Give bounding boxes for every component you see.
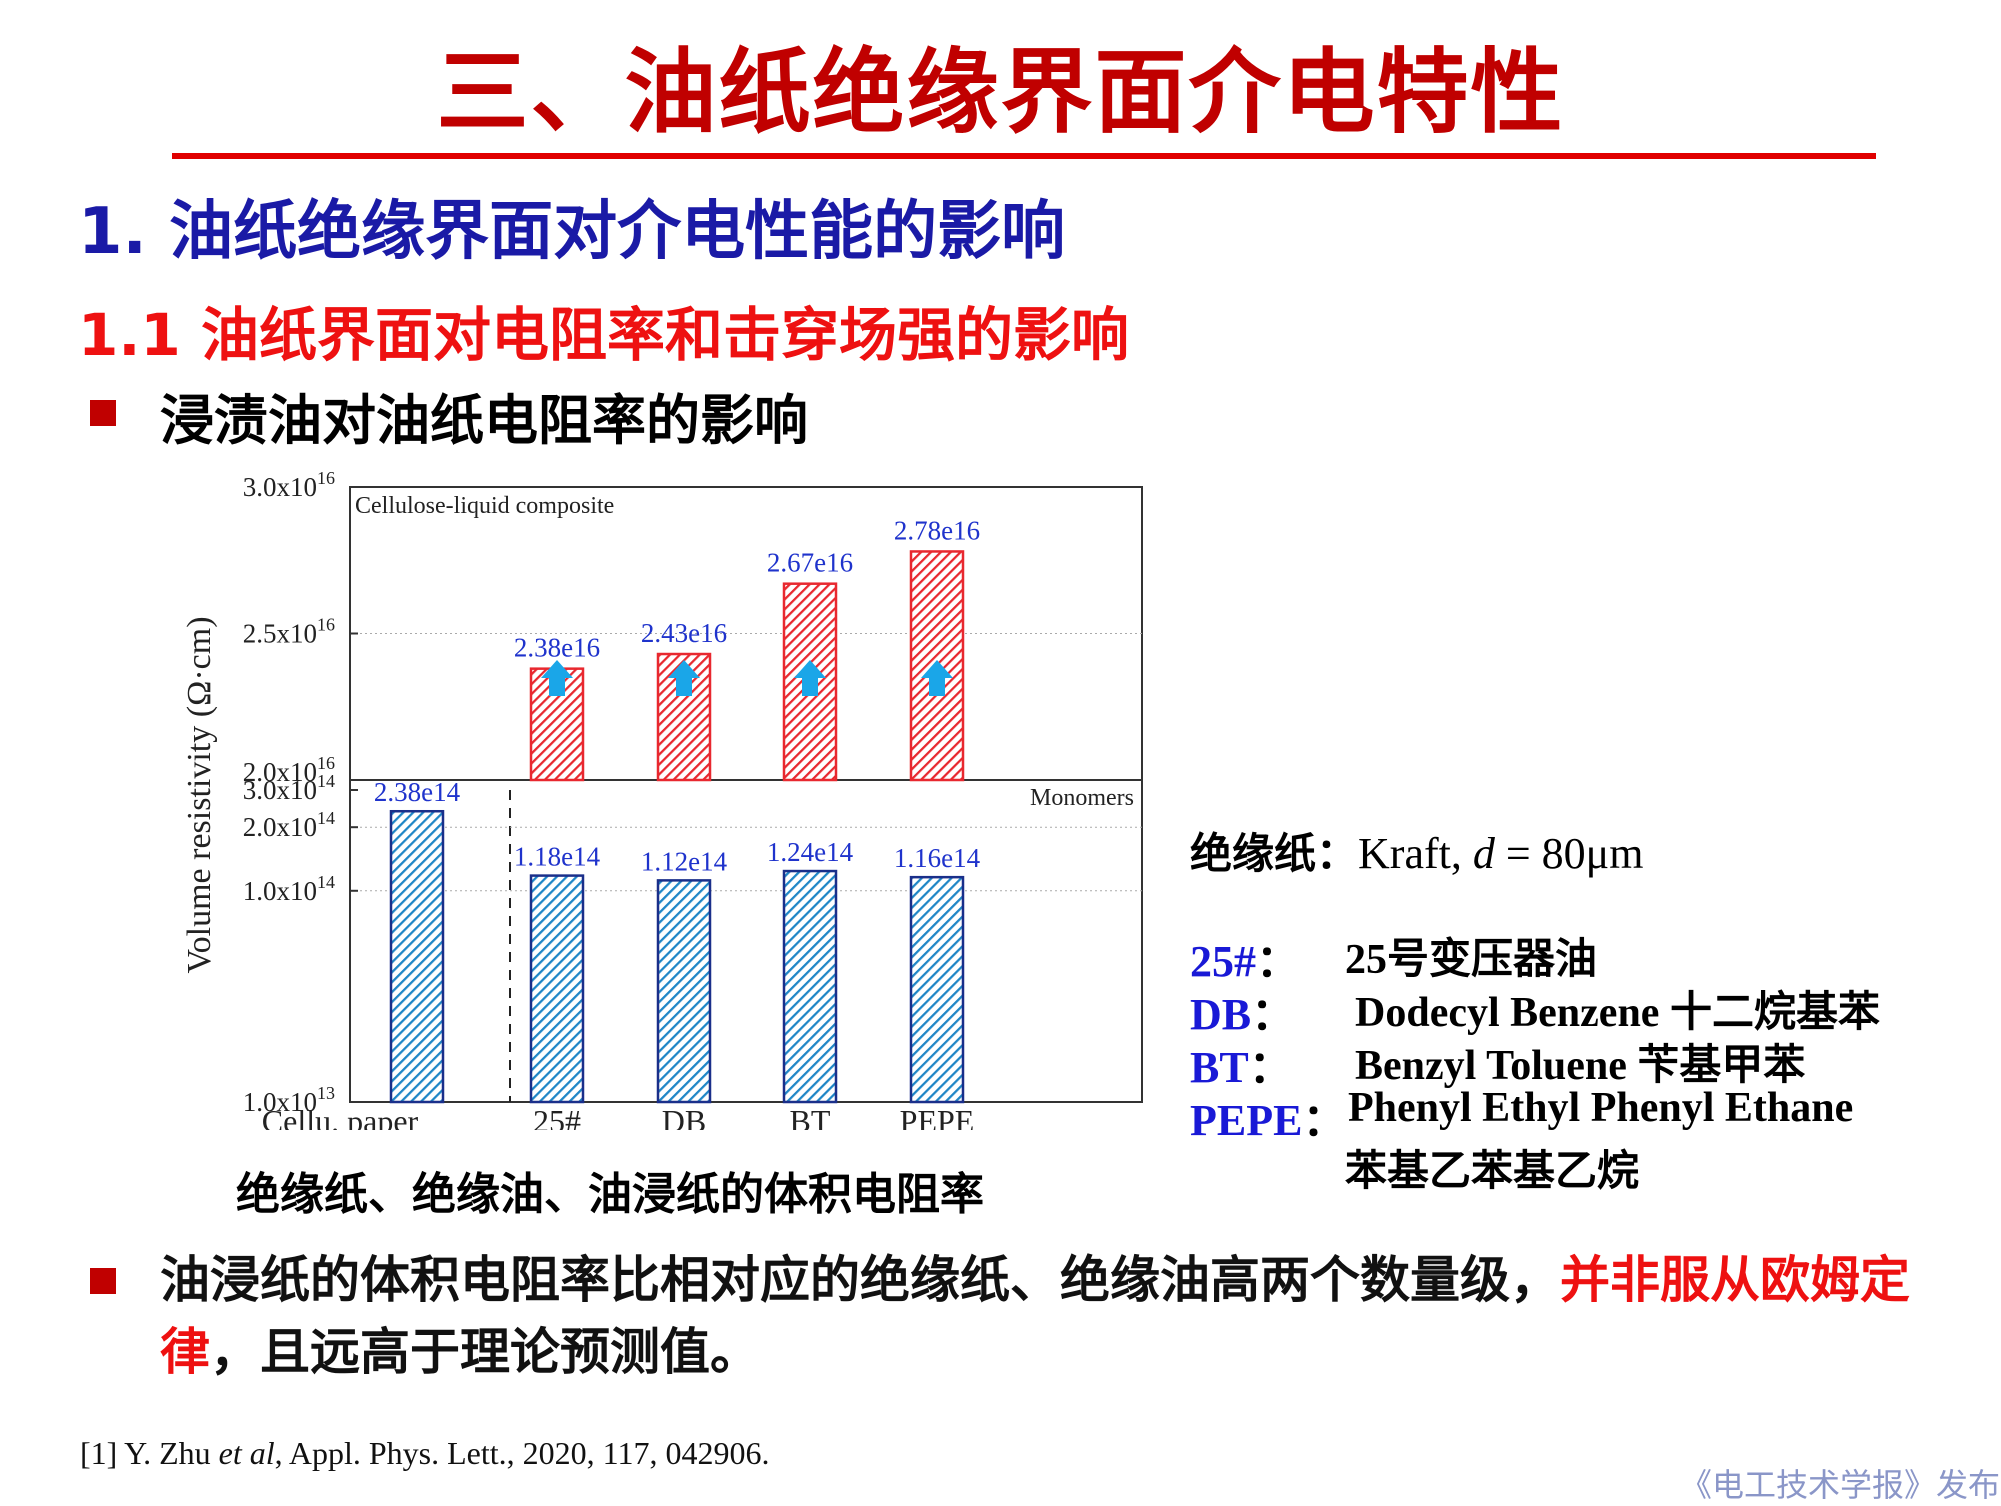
up-arrow-icon xyxy=(541,660,573,696)
up-arrow-icon xyxy=(921,660,953,696)
x-tick-label: DB xyxy=(662,1103,706,1130)
legend-value: 苯基乙苯基乙烷 xyxy=(1345,1149,1640,1195)
monomer-value-label: 2.38e14 xyxy=(374,777,461,807)
chart-caption: 绝缘纸、绝缘油、油浸纸的体积电阻率 xyxy=(236,1169,984,1220)
monomer-bar-BT xyxy=(782,869,838,1104)
monomer-bar-Cellu. paper xyxy=(389,809,445,1104)
reference-citation: [1] Y. Zhu et al, Appl. Phys. Lett., 202… xyxy=(80,1435,770,1471)
y-tick-lower-1: 1.0x1014 xyxy=(243,872,335,906)
composite-value-label: 2.38e16 xyxy=(514,633,600,663)
y-tick-upper-1: 2.5x1016 xyxy=(243,615,335,649)
monomer-value-label: 1.12e14 xyxy=(641,846,728,876)
non-ohmic-highlight: 并非服从欧姆定律 xyxy=(160,1251,1910,1381)
bullet-oil-effect: 浸渍油对油纸电阻率的影响 xyxy=(160,389,808,452)
monomer-bar-25# xyxy=(529,874,585,1104)
composite-value-label: 2.43e16 xyxy=(641,618,727,648)
legend-key: 25#： xyxy=(1190,937,1300,986)
publisher-watermark: 《电工技术学报》发布 xyxy=(1680,1466,2001,1504)
up-arrow-icon xyxy=(668,660,700,696)
resistivity-chart: 2.0x1016 2.5x1016 3.0x1016 1.0x1013 1.0x1014… xyxy=(181,470,1143,1130)
y-tick-lower-3: 3.0x1014 xyxy=(243,771,335,805)
y-axis-label: Volume resistivity (Ω·cm) xyxy=(181,616,218,973)
y-tick-upper-0: 2.0x1016 xyxy=(243,753,335,787)
x-tick-label: PEPE xyxy=(900,1103,975,1130)
legend-key: DB： xyxy=(1190,990,1296,1039)
x-tick-label: 25# xyxy=(533,1103,581,1130)
y-tick-upper-2: 3.0x1016 xyxy=(243,470,335,502)
plot-frame xyxy=(349,486,1143,1103)
gridlines xyxy=(350,486,1142,1103)
x-tick-labels: Cellu. paper 25# DB BT PEPE xyxy=(262,1103,975,1130)
lower-panel-annotation: Monomers xyxy=(1030,785,1134,811)
composite-value-label: 2.78e16 xyxy=(894,515,980,545)
monomer-bar-PEPE xyxy=(909,875,965,1104)
monomer-value-label: 1.16e14 xyxy=(894,843,981,873)
legend-key: BT： xyxy=(1190,1043,1293,1092)
upper-panel-annotation: Cellulose-liquid composite xyxy=(355,493,614,519)
x-tick-label: BT xyxy=(790,1103,831,1130)
increase-arrows xyxy=(541,660,953,696)
legend-value: Phenyl Ethyl Phenyl Ethane xyxy=(1348,1085,1854,1131)
legend-panel: 绝缘纸：Kraft, d = 80μm 25#： 25号变压器油 DB： Dodecy… xyxy=(1190,820,1990,1220)
bullet-conclusion: 油浸纸的体积电阻率比相对应的绝缘纸、绝缘油高两个数量级，并非服从欧姆定律，且远高… xyxy=(160,1251,1910,1381)
monomer-value-label: 1.18e14 xyxy=(514,842,601,872)
paper-spec: 绝缘纸：Kraft, d = 80μm xyxy=(1190,820,1644,881)
x-tick-label: Cellu. paper xyxy=(262,1103,419,1130)
legend-value: Dodecyl Benzene 十二烷基苯 xyxy=(1355,990,1880,1036)
bullet-square-icon xyxy=(90,1268,116,1294)
section-heading: 1. 油纸绝缘界面对介电性能的影响 xyxy=(78,195,1066,269)
legend-value: 25号变压器油 xyxy=(1345,937,1598,983)
slide-title: 三、油纸绝缘界面介电特性 xyxy=(436,39,1565,146)
legend-key: PEPE： xyxy=(1190,1096,1347,1145)
composite-value-label: 2.67e16 xyxy=(767,548,853,578)
bullet-square-icon xyxy=(90,400,116,426)
up-arrow-icon xyxy=(794,660,826,696)
title-divider xyxy=(172,153,1876,159)
paper-spec-value: Kraft, d = 80μm xyxy=(1358,829,1644,878)
bar-value-labels: 2.38e16 2.43e16 2.67e16 2.78e16 2.38e14 1.18e… xyxy=(374,515,981,876)
subsection-heading: 1.1 油纸界面对电阻率和击穿场强的影响 xyxy=(78,301,1129,369)
legend-value: Benzyl Toluene 苄基甲苯 xyxy=(1355,1043,1806,1089)
y-tick-lower-2: 2.0x1014 xyxy=(243,808,335,842)
y-tick-lower-0: 1.0x1013 xyxy=(243,1083,335,1117)
monomer-value-label: 1.24e14 xyxy=(767,837,854,867)
paper-spec-label: 绝缘纸： xyxy=(1190,829,1359,878)
monomer-bar-DB xyxy=(656,879,712,1104)
y-tick-labels: 2.0x1016 2.5x1016 3.0x1016 1.0x1013 1.0x1014… xyxy=(243,470,335,1117)
